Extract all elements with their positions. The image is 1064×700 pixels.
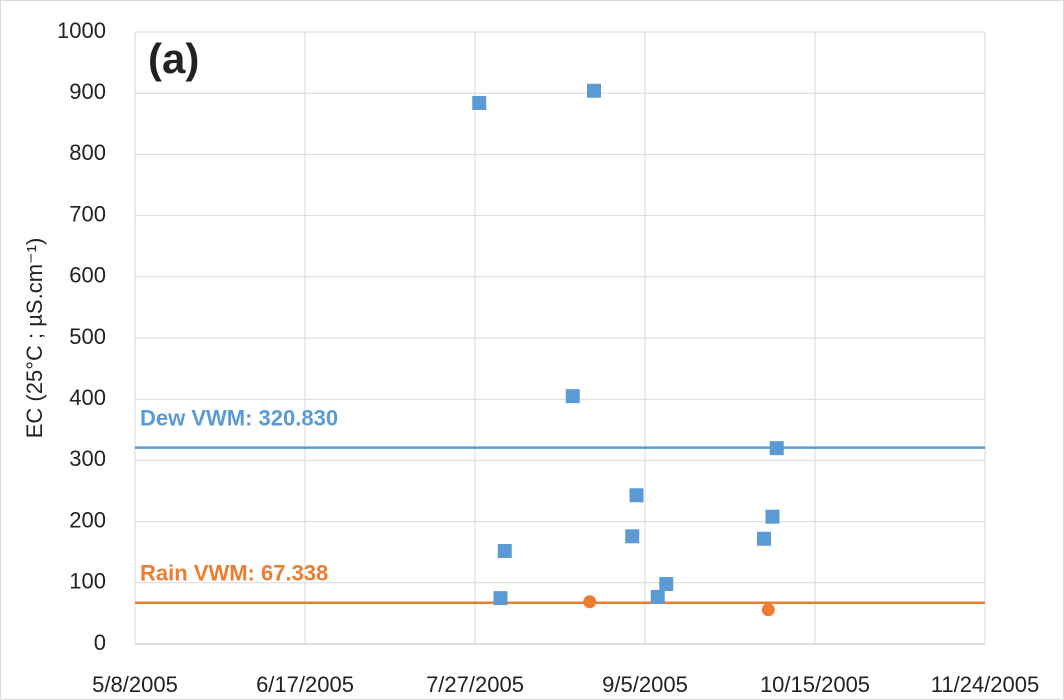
- point: [757, 531, 771, 546]
- y-tick-label: 0: [94, 630, 106, 655]
- point: [587, 83, 601, 98]
- reference-label: Rain VWM: 67.338: [140, 561, 328, 586]
- x-tick-label: 11/24/2005: [931, 672, 1039, 697]
- point: [761, 603, 775, 617]
- panel-label: (a): [148, 35, 199, 82]
- x-tick-label: 10/15/2005: [760, 672, 870, 697]
- y-tick-label: 300: [69, 446, 106, 471]
- point: [629, 488, 644, 503]
- point: [497, 543, 512, 558]
- point: [625, 529, 640, 544]
- x-tick-label: 7/27/2005: [426, 672, 524, 697]
- point: [659, 577, 674, 592]
- point: [472, 95, 487, 110]
- x-tick-label: 9/5/2005: [602, 672, 688, 697]
- point: [493, 591, 508, 606]
- point: [769, 441, 784, 456]
- y-tick-label: 200: [69, 507, 106, 532]
- point: [650, 589, 665, 604]
- point: [565, 389, 580, 404]
- y-axis-title: EC (25°C ; µS.cm⁻¹): [22, 238, 47, 439]
- y-tick-label: 600: [69, 263, 106, 288]
- x-tick-label: 5/8/2005: [92, 672, 178, 697]
- point: [583, 595, 597, 609]
- y-tick-label: 700: [69, 201, 106, 226]
- y-tick-label: 400: [69, 385, 106, 410]
- y-tick-label: 800: [69, 140, 106, 165]
- x-tick-label: 6/17/2005: [256, 672, 354, 697]
- y-tick-label: 500: [69, 324, 106, 349]
- reference-label: Dew VWM: 320.830: [140, 405, 338, 430]
- y-tick-label: 100: [69, 569, 106, 594]
- y-tick-label: 900: [69, 79, 106, 104]
- y-tick-label: 1000: [57, 18, 106, 43]
- point: [765, 509, 780, 524]
